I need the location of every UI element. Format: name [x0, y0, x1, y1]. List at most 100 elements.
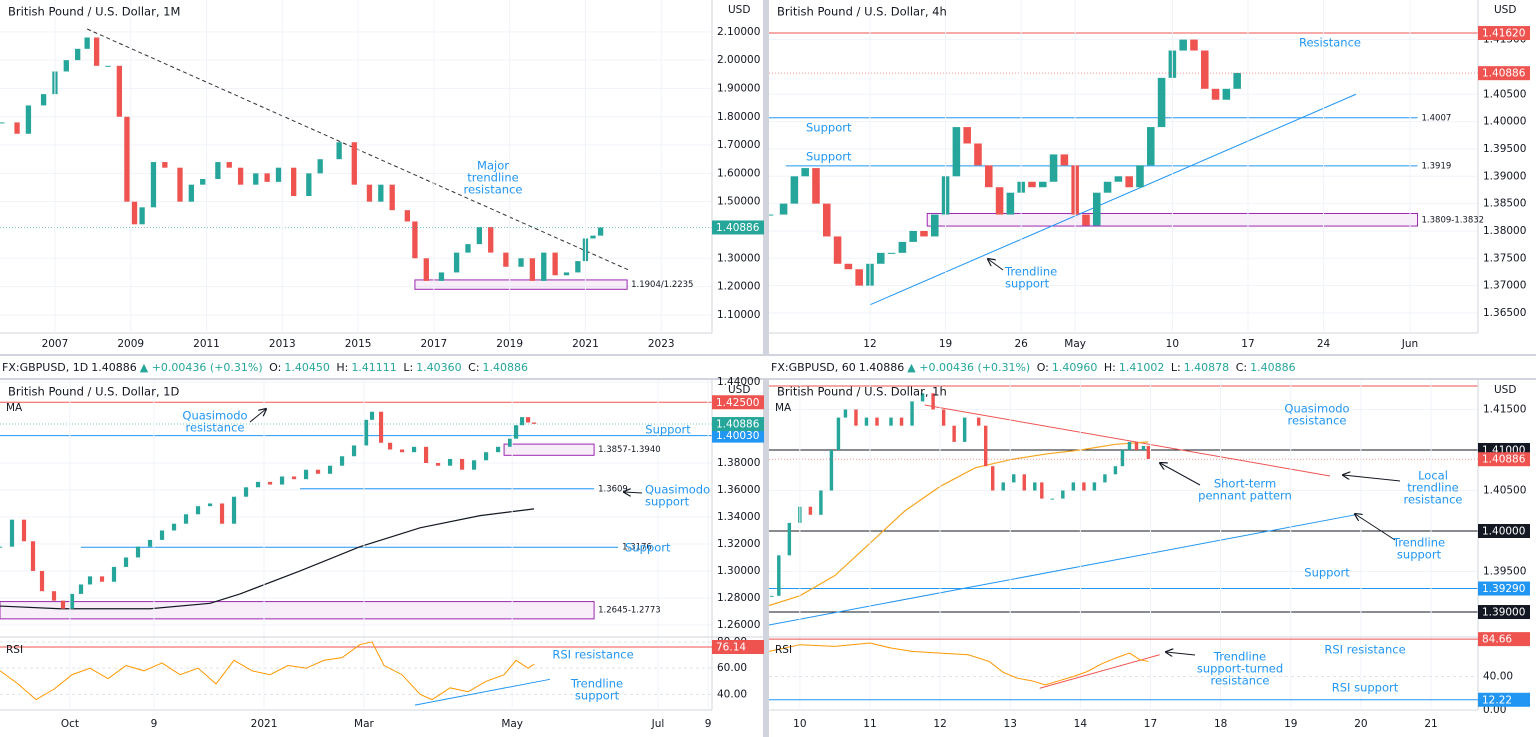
annotation: Trendline	[1004, 265, 1057, 279]
candle	[1022, 474, 1026, 491]
candle	[1012, 474, 1016, 483]
symbol: FX:GBPUSD, 1D	[2, 361, 89, 374]
candle	[952, 425, 956, 442]
x-tick-label: 19	[939, 338, 952, 350]
arrow	[1343, 475, 1401, 482]
candle	[1200, 50, 1209, 89]
trendline	[769, 514, 1356, 626]
candle	[63, 60, 69, 72]
candle	[387, 442, 393, 450]
candle	[171, 523, 177, 531]
annotation: trendline	[1407, 481, 1458, 495]
candle	[931, 393, 935, 410]
candle	[1103, 474, 1107, 483]
candle	[930, 214, 939, 237]
candle	[159, 530, 165, 540]
candle	[525, 417, 531, 423]
candle	[25, 105, 32, 134]
candle	[1157, 77, 1166, 128]
candle	[423, 258, 429, 281]
candle	[279, 476, 285, 485]
candle	[378, 411, 384, 443]
candle	[1033, 482, 1037, 491]
candle	[801, 168, 809, 177]
price-tag	[1478, 632, 1530, 647]
candle	[503, 252, 509, 267]
y-tick-label: 1.36000	[717, 484, 760, 496]
level-label: 1.3919	[1422, 161, 1452, 171]
candle	[1120, 449, 1125, 467]
ohlc-value: 1.41111	[351, 361, 397, 374]
chart-panel: 1.44000 1.38000 1.36000 1.34000 1.32000 1.300…	[0, 376, 764, 730]
y-tick-label: 1.36500	[1483, 307, 1526, 319]
ohlc-key: C:	[1235, 361, 1248, 374]
candle	[105, 65, 111, 67]
candle	[177, 167, 183, 202]
trendline	[1039, 654, 1160, 689]
candle	[291, 167, 297, 197]
x-tick-label: Jun	[1401, 338, 1418, 350]
candle	[237, 167, 244, 185]
axis-unit: USD	[1494, 4, 1516, 16]
candle	[787, 522, 792, 556]
candle	[1038, 181, 1047, 188]
annotation: resistance	[1211, 674, 1270, 688]
x-tick-label: 9	[705, 718, 712, 730]
x-tick-label: 2013	[269, 338, 296, 350]
candle	[412, 221, 418, 259]
y-tick-label: 1.44000	[717, 376, 760, 388]
y-tick-label: 1.20000	[717, 281, 760, 293]
candle	[215, 162, 221, 180]
annotation: Support	[645, 423, 691, 437]
candle	[777, 555, 781, 596]
candle	[226, 162, 232, 168]
y-tick-label: 1.28000	[717, 592, 760, 604]
y-tick-label: 0.00	[1483, 704, 1506, 716]
price-tag	[1478, 26, 1530, 41]
candle	[833, 236, 842, 264]
rsi-line	[769, 642, 1149, 686]
zone-label: 1.2645-1.2773	[598, 606, 661, 616]
axis-unit: USD	[1494, 384, 1516, 396]
chart-panel: 1.41500 1.40500 1.39500 10 11 12 13 14 17 18 19 20 2…	[769, 380, 1530, 730]
candle	[351, 445, 357, 457]
header-strip	[0, 355, 1536, 380]
price-tag	[712, 417, 764, 432]
candle	[264, 173, 270, 182]
candle	[243, 487, 249, 497]
price-tag-label: 1.39290	[1482, 583, 1525, 595]
candle	[495, 446, 501, 453]
candle	[844, 263, 853, 270]
last-price: 1.40886	[858, 361, 905, 374]
y-tick-label: 2.10000	[717, 26, 760, 38]
x-tick-label: 9	[151, 718, 158, 730]
x-tick-label: 2007	[42, 338, 69, 350]
candle	[941, 409, 946, 426]
x-tick-label: May	[501, 718, 523, 730]
candle	[135, 546, 141, 558]
candle	[1050, 498, 1055, 500]
x-tick-label: 2015	[345, 338, 372, 350]
candle	[898, 241, 907, 253]
candle	[1146, 445, 1151, 459]
annotation: Quasimodo	[182, 409, 247, 423]
candle	[1125, 176, 1133, 188]
candle	[995, 187, 1004, 215]
ohlc-value: 1.40360	[416, 361, 462, 374]
candle	[836, 417, 841, 450]
candle	[976, 417, 981, 426]
y-tick-label: 1.50000	[717, 196, 760, 208]
x-tick-label: 10	[1166, 338, 1179, 350]
annotation: Trendline	[1213, 650, 1266, 664]
arrow	[1160, 463, 1201, 486]
chart-title: British Pound / U.S. Dollar, 4h	[777, 5, 947, 19]
candle	[1082, 214, 1090, 226]
candle	[162, 162, 168, 168]
annotation: Support	[806, 150, 852, 164]
candle	[207, 503, 213, 507]
candle	[1127, 441, 1132, 450]
candle	[1233, 72, 1241, 89]
x-tick-label: 18	[1214, 718, 1227, 730]
candle	[75, 48, 81, 61]
candle	[124, 116, 130, 202]
